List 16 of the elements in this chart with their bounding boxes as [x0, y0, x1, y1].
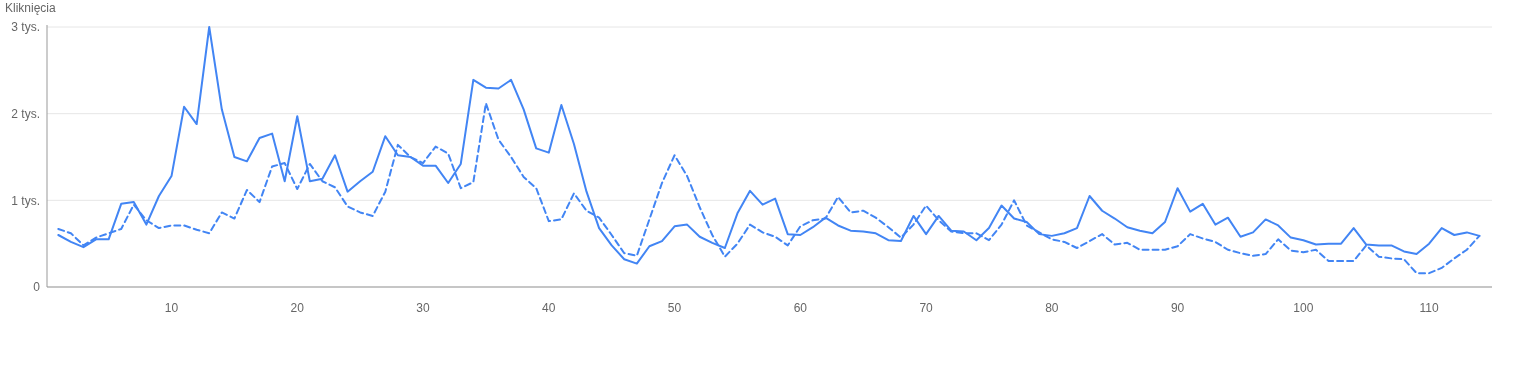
y-tick-label: 0	[33, 280, 41, 295]
x-tick-label: 70	[919, 301, 934, 315]
x-tick-label: 50	[667, 301, 682, 315]
y-tick-label: 3 tys.	[11, 20, 40, 35]
y-tick-label: 2 tys.	[11, 106, 40, 121]
y-axis-title: Kliknięcia	[5, 1, 57, 15]
x-tick-label: 110	[1419, 301, 1440, 315]
x-tick-label: 90	[1170, 301, 1185, 315]
x-tick-label: 30	[416, 301, 431, 315]
y-tick-label: 1 tys.	[11, 193, 40, 208]
x-tick-label: 80	[1045, 301, 1059, 315]
x-tick-label: 60	[793, 301, 808, 315]
x-tick-label: 20	[290, 301, 305, 315]
x-tick-label: 40	[542, 301, 556, 315]
x-tick-label: 10	[164, 301, 179, 315]
x-tick-label: 100	[1293, 301, 1314, 315]
